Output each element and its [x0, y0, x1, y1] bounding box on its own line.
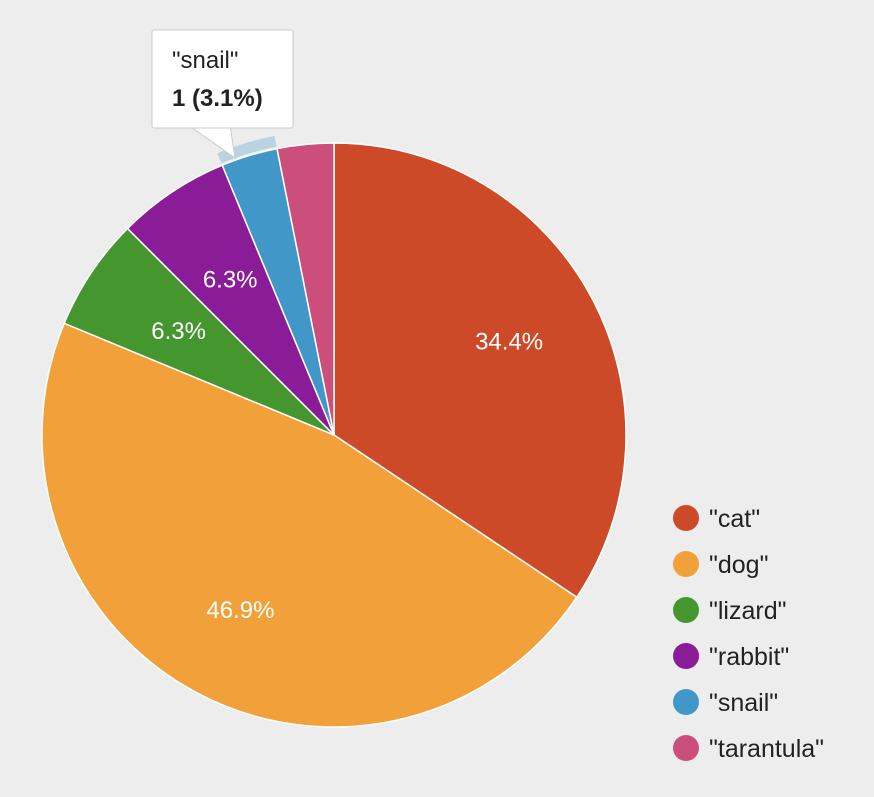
tooltip-category: "snail": [172, 47, 238, 74]
legend-label-tarantula[interactable]: "tarantula": [709, 735, 824, 763]
pie-slice-rabbit[interactable]: [126, 164, 335, 436]
pie-slice-tarantula[interactable]: [276, 142, 335, 436]
tooltip: "snail" 1 (3.1%): [151, 29, 294, 160]
tooltip-value: 1 (3.1%): [172, 85, 263, 112]
legend-label-snail[interactable]: "snail": [709, 689, 778, 717]
pie-slice-lizard[interactable]: [63, 227, 335, 436]
legend: "cat" "dog" "lizard" "rabbit" "snail" "tarant…: [673, 505, 824, 763]
slice-label-dog: 46.9%: [206, 597, 274, 624]
legend-marker-lizard[interactable]: [673, 597, 699, 623]
legend-marker-snail[interactable]: [673, 689, 699, 715]
legend-marker-rabbit[interactable]: [673, 643, 699, 669]
legend-label-rabbit[interactable]: "rabbit": [709, 643, 789, 671]
slice-label-lizard: 6.3%: [151, 318, 206, 345]
legend-label-cat[interactable]: "cat": [709, 505, 760, 533]
slice-label-rabbit: 6.3%: [203, 267, 258, 294]
pie-slice-dog[interactable]: [41, 322, 578, 728]
pie-slice-labels: 34.4% 46.9% 6.3% 6.3%: [151, 267, 543, 624]
pie-slices: [41, 142, 627, 728]
legend-marker-cat[interactable]: [673, 505, 699, 531]
slice-label-cat: 34.4%: [475, 328, 543, 355]
tooltip-pointer-cover: [189, 124, 229, 127]
legend-label-dog[interactable]: "dog": [709, 551, 768, 579]
legend-marker-tarantula[interactable]: [673, 735, 699, 761]
tooltip-box: [151, 29, 294, 129]
legend-label-lizard[interactable]: "lizard": [709, 597, 787, 625]
legend-marker-dog[interactable]: [673, 551, 699, 577]
